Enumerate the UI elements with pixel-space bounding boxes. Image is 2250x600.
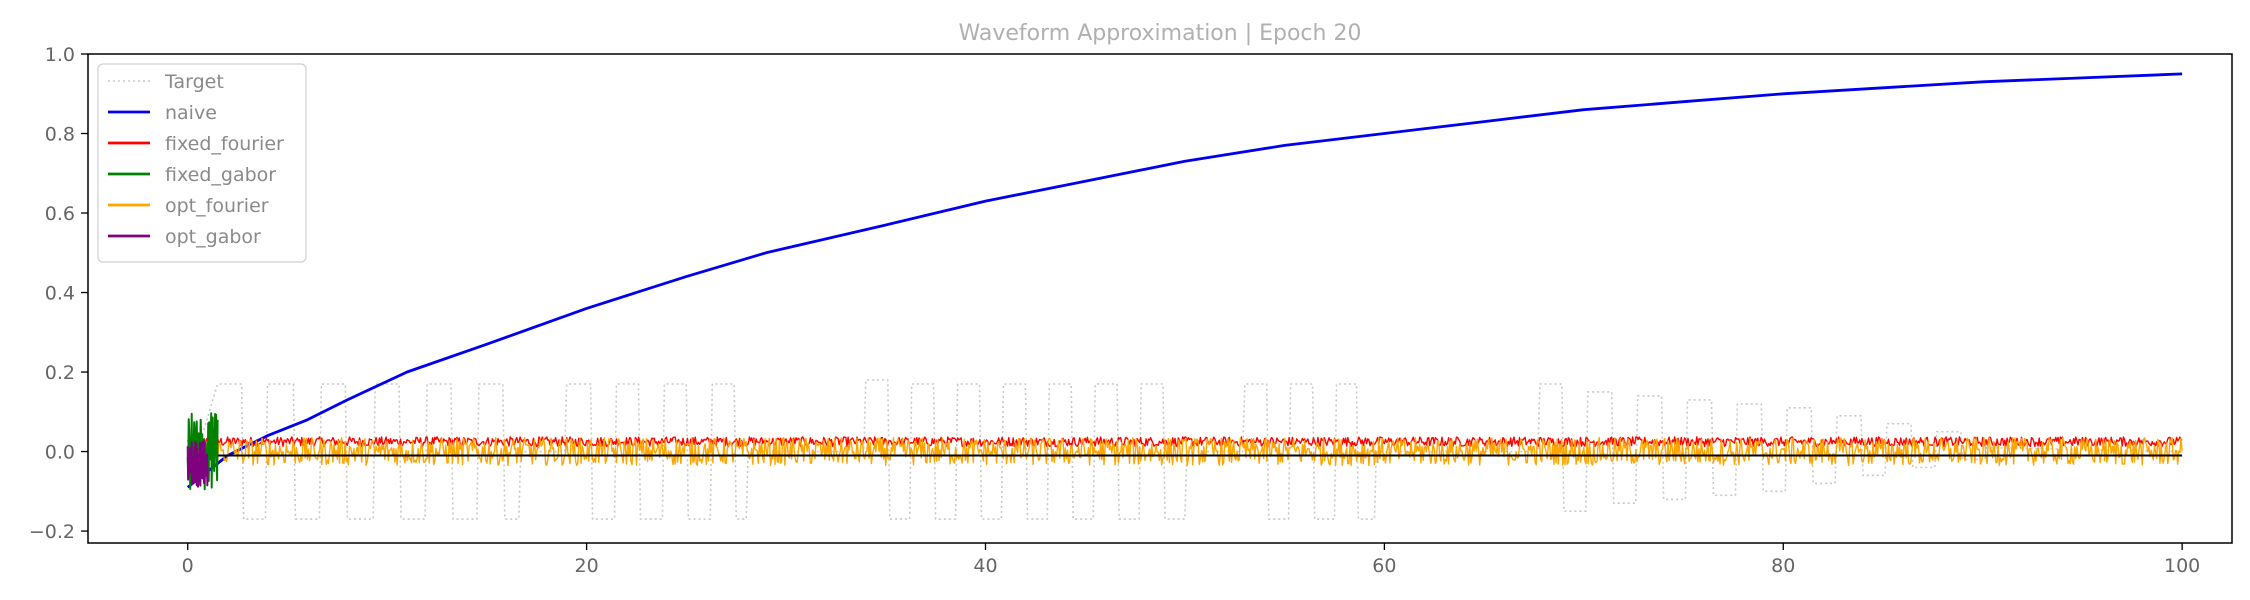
x-tick-label: 0 <box>182 555 194 577</box>
legend: Target naive fixed_fourier fixed_gabor opt_f… <box>97 63 307 263</box>
x-tick-label: 100 <box>2164 555 2200 577</box>
legend-label: opt_gabor <box>165 226 261 248</box>
chart-title: Waveform Approximation | Epoch 20 <box>959 21 1362 46</box>
series-line-opt-gabor <box>186 440 209 488</box>
x-tick-label: 20 <box>575 555 599 577</box>
y-tick-label: 0.8 <box>45 124 75 146</box>
plot-frame <box>87 53 2233 544</box>
legend-box <box>97 63 307 263</box>
x-tick-label: 40 <box>973 555 997 577</box>
y-tick-label: 0.6 <box>45 203 75 225</box>
legend-label: Target <box>164 71 224 93</box>
series-layer <box>186 72 2183 520</box>
axes-layer: 0 20 40 60 80 100 −0.2 0.0 0.2 0.4 0.6 0.8 1.0 <box>29 44 2200 577</box>
y-tick-label: 0.0 <box>45 442 75 464</box>
y-tick-label: 0.2 <box>45 362 75 384</box>
x-tick-label: 80 <box>1771 555 1795 577</box>
y-tick-label: −0.2 <box>29 521 75 543</box>
legend-label: fixed_fourier <box>165 133 284 155</box>
y-tick-label: 1.0 <box>45 44 75 66</box>
series-line-target <box>192 379 2183 520</box>
series-line-naive <box>186 72 2183 489</box>
y-tick-label: 0.4 <box>45 283 75 305</box>
x-tick-label: 60 <box>1372 555 1396 577</box>
series-line-opt-fourier <box>187 437 2183 467</box>
legend-label: opt_fourier <box>165 195 269 217</box>
series-line-fixed-fourier <box>187 436 2183 448</box>
legend-label: fixed_gabor <box>165 164 276 186</box>
legend-label: naive <box>165 102 217 124</box>
